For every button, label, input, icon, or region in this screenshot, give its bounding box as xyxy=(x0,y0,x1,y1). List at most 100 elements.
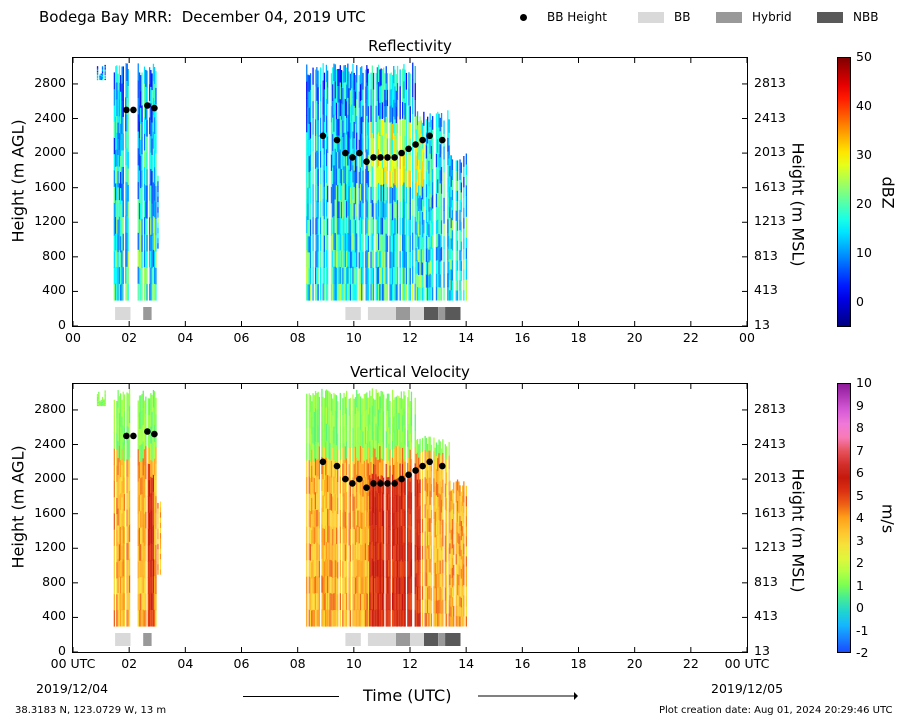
echo-cell xyxy=(437,509,439,523)
echo-cell xyxy=(379,102,381,120)
echo-cell xyxy=(440,273,443,288)
echo-cell xyxy=(346,491,348,509)
echo-cell xyxy=(325,440,328,458)
echo-cell xyxy=(391,609,394,627)
echo-cell xyxy=(432,260,434,275)
echo-cell xyxy=(121,464,123,482)
echo-cell xyxy=(314,424,317,442)
echo-cell xyxy=(325,406,328,424)
echo-cell xyxy=(438,599,440,614)
echo-cell xyxy=(322,593,324,611)
echo-cell xyxy=(455,502,457,513)
echo-cell xyxy=(427,600,429,614)
echo-cell xyxy=(101,77,104,80)
echo-cell xyxy=(409,481,411,498)
echo-cell xyxy=(356,132,358,150)
echo-cell xyxy=(361,463,363,481)
echo-cell xyxy=(420,223,422,237)
echo-cell xyxy=(425,235,427,249)
bb-class-bar-hybrid xyxy=(438,633,446,646)
echo-cell xyxy=(462,585,464,597)
echo-cell xyxy=(100,76,102,78)
echo-cell xyxy=(118,132,121,150)
echo-cell xyxy=(415,142,417,156)
echo-cell xyxy=(440,153,443,167)
echo-cell xyxy=(307,122,309,140)
echo-cell xyxy=(335,69,338,87)
echo-cell xyxy=(312,84,314,102)
echo-cell xyxy=(117,575,119,593)
echo-cell xyxy=(403,458,405,476)
echo-cell xyxy=(149,447,151,464)
echo-cell xyxy=(140,75,142,92)
echo-cell xyxy=(149,496,151,513)
echo-cell xyxy=(398,576,400,594)
echo-cell xyxy=(402,577,404,594)
echo-cell xyxy=(152,491,155,509)
echo-cell xyxy=(369,592,371,610)
echo-cell xyxy=(358,393,360,411)
echo-cell xyxy=(330,89,333,107)
echo-cell xyxy=(330,267,333,285)
echo-cell xyxy=(362,496,364,513)
echo-cell xyxy=(146,250,148,268)
echo-cell xyxy=(390,105,392,122)
echo-cell xyxy=(455,481,457,493)
echo-cell xyxy=(394,544,396,562)
echo-cell xyxy=(138,527,141,545)
echo-cell xyxy=(395,203,397,220)
echo-cell xyxy=(118,233,121,251)
echo-cell xyxy=(460,501,462,512)
echo-cell xyxy=(437,138,439,153)
echo-cell xyxy=(113,609,115,627)
echo-cell xyxy=(363,609,365,627)
echo-cell xyxy=(386,170,389,188)
echo-cell xyxy=(383,510,385,528)
echo-cell xyxy=(425,183,427,198)
legend-label: NBB xyxy=(853,10,879,24)
echo-cell xyxy=(329,409,331,427)
echo-cell xyxy=(104,64,106,67)
echo-cell xyxy=(125,97,127,115)
echo-cell xyxy=(451,280,454,291)
bb-height-point xyxy=(384,154,391,161)
echo-cell xyxy=(430,613,433,627)
echo-cell xyxy=(425,158,427,172)
echo-cell xyxy=(348,480,350,497)
echo-cell xyxy=(409,73,411,91)
echo-cell xyxy=(347,283,349,301)
echo-cell xyxy=(143,283,146,301)
echo-cell xyxy=(318,446,320,463)
echo-cell xyxy=(157,553,159,560)
echo-cell xyxy=(330,443,333,461)
echo-cell xyxy=(376,442,378,460)
echo-cell xyxy=(321,473,323,491)
colorbar-tick-label: 3 xyxy=(856,532,864,548)
echo-cell xyxy=(325,390,327,408)
echo-cell xyxy=(380,441,382,459)
echo-cell xyxy=(384,283,386,301)
echo-cell xyxy=(366,232,368,251)
echo-cell xyxy=(126,542,128,560)
echo-cell xyxy=(384,251,386,269)
echo-cell xyxy=(414,593,416,611)
echo-cell xyxy=(317,492,319,510)
echo-cell xyxy=(404,119,406,136)
legend-label: Hybrid xyxy=(752,10,792,24)
bb-height-point xyxy=(130,432,137,440)
echo-cell xyxy=(384,138,386,155)
echo-cell xyxy=(459,525,461,537)
echo-cell xyxy=(330,170,333,188)
echo-cell xyxy=(405,218,408,236)
echo-cell xyxy=(456,479,459,491)
echo-cell xyxy=(395,138,397,156)
echo-cell xyxy=(317,267,319,285)
y-tick-label: 800 xyxy=(42,247,66,263)
echo-cell xyxy=(117,106,119,123)
echo-cell xyxy=(337,497,339,515)
echo-cell xyxy=(433,437,435,452)
echo-cell xyxy=(399,512,401,529)
echo-cell xyxy=(451,498,454,510)
echo-cell xyxy=(362,154,364,171)
echo-cell xyxy=(407,544,409,562)
